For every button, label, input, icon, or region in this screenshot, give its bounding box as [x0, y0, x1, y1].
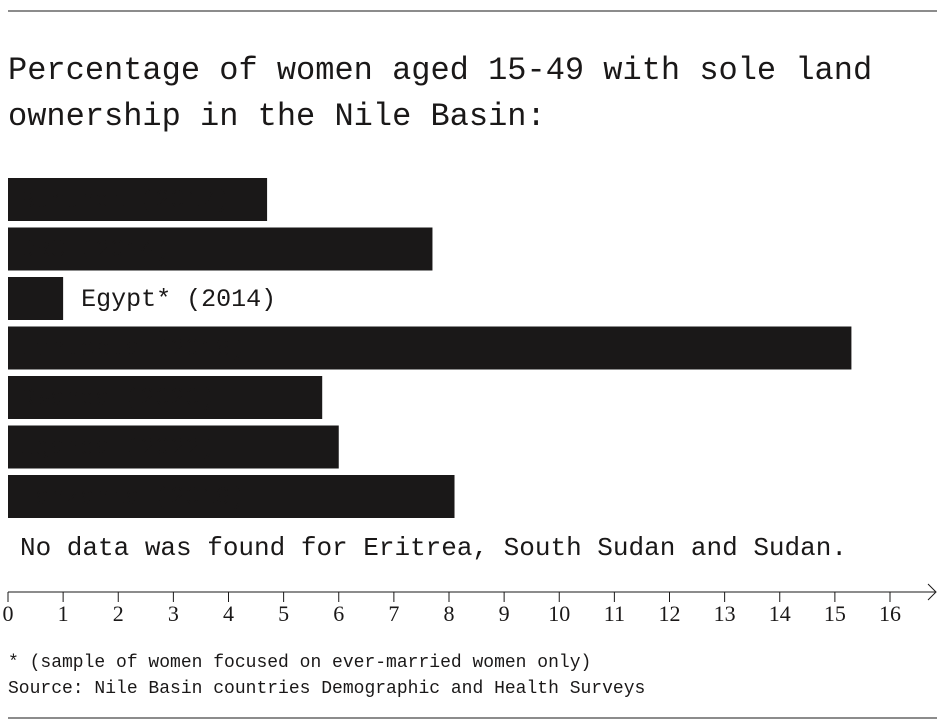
- x-tick-label: 15: [824, 601, 846, 626]
- x-tick-label: 8: [444, 601, 455, 626]
- x-tick-label: 16: [879, 601, 901, 626]
- x-tick-label: 10: [548, 601, 570, 626]
- bar: [8, 376, 323, 419]
- bar: [8, 425, 339, 469]
- x-tick-label: 14: [769, 601, 791, 626]
- bar-label: Tanzania (2016): [20, 483, 245, 512]
- axis-arrow: [927, 583, 937, 601]
- x-tick-label: 2: [113, 601, 124, 626]
- x-tick-label: 1: [58, 601, 69, 626]
- x-tick-label: 5: [278, 601, 289, 626]
- bar: [8, 277, 64, 320]
- x-tick-label: 3: [168, 601, 179, 626]
- bar-label: Burundi (2017): [20, 186, 230, 215]
- chart-title: Percentage of women aged 15-49 with sole…: [8, 52, 892, 135]
- bar: [8, 178, 268, 221]
- x-tick-label: 7: [388, 601, 399, 626]
- bar-label: DRC (2014): [20, 236, 170, 265]
- x-tick-label: 13: [714, 601, 736, 626]
- x-tick-label: 0: [3, 601, 14, 626]
- bar-label: Egypt* (2014): [81, 285, 276, 314]
- x-tick-label: 12: [659, 601, 681, 626]
- source: Source: Nile Basin countries Demographic…: [8, 679, 645, 699]
- footnote: * (sample of women focused on ever-marri…: [8, 653, 591, 673]
- bar-label: Rwanda (2020): [20, 384, 215, 413]
- bar: [8, 326, 852, 370]
- note: No data was found for Eritrea, South Sud…: [20, 533, 847, 563]
- x-tick-label: 6: [333, 601, 344, 626]
- x-tick-label: 4: [223, 601, 234, 626]
- x-tick-label: 11: [604, 601, 625, 626]
- bar-label: Uganda (2022): [20, 434, 215, 463]
- bar: [8, 475, 455, 518]
- bar: [8, 227, 433, 271]
- x-tick-label: 9: [499, 601, 510, 626]
- bar-label: Ethiopia (2016): [20, 335, 245, 364]
